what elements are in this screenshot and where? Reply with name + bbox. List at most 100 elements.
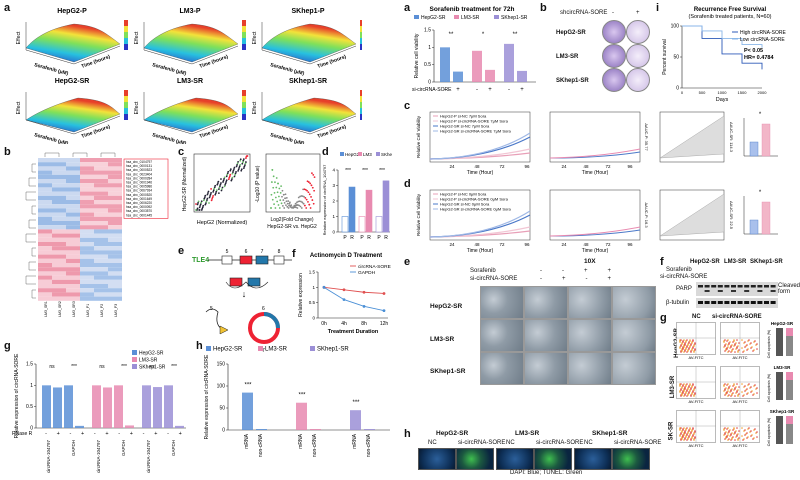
flow-event (723, 429, 725, 431)
heatmap-cell (80, 166, 94, 171)
y-tick-label: 1 (30, 383, 33, 389)
heatmap-cell (66, 292, 80, 297)
tunel-col-label: si-circRNA-SORE (536, 440, 584, 446)
flow-event (680, 427, 682, 429)
legend-label: GAPDH (358, 270, 376, 276)
legend-label: HepG2-SR si-circRNA-SORE 7μM Sora (440, 129, 512, 134)
x-tick-label: 4h (341, 321, 347, 327)
band-cleaved (717, 290, 723, 292)
treat-sign: - (444, 87, 446, 93)
band-parp (757, 285, 763, 288)
flow-event (741, 347, 743, 349)
legend-swatch (206, 346, 211, 351)
panel-label-c: c (178, 146, 185, 158)
scatter-point (236, 162, 239, 165)
scatter-point (227, 170, 230, 173)
scatter-point (234, 172, 237, 175)
heatmap-cell (66, 216, 80, 221)
flow-event (733, 384, 735, 386)
chart-title: Actinomycin D Treatment (310, 253, 382, 259)
flow-event (688, 430, 690, 432)
heatmap-cell (94, 162, 108, 167)
colorbar (242, 20, 246, 50)
heatmap-cell (80, 296, 94, 301)
volcano-point (276, 191, 279, 194)
volcano-point (307, 200, 309, 203)
heatmap-cell (52, 212, 66, 217)
heatmap-cell (66, 179, 80, 184)
flow-event (736, 339, 738, 341)
svg-text:7: 7 (262, 348, 265, 354)
flow-xlabel: AV-FITC (732, 399, 747, 404)
scatter-point (208, 196, 211, 199)
legend-label: HepG2-P si-NC 0μM Sora (440, 192, 487, 197)
flow-event (693, 395, 695, 397)
heatmap-cell (52, 179, 66, 184)
flow-event (738, 342, 740, 344)
panel-label-h2: h (404, 428, 411, 440)
axis-x (25, 119, 75, 135)
scatter-point (201, 206, 204, 209)
panel-label-h: h (196, 340, 203, 352)
bar (375, 216, 383, 233)
growth-curve (429, 132, 531, 160)
y-tick-label: 1.5 (424, 28, 431, 34)
auc-label: ΔAUC-P: 35.77 (644, 123, 649, 151)
svg-text:6: 6 (245, 249, 248, 255)
x-tick-label: mRNA (244, 433, 250, 448)
rnase-sign: + (154, 431, 157, 437)
heatmap-cell (38, 296, 52, 301)
heatmap-cell (108, 166, 122, 171)
treat-sign: - (476, 87, 478, 93)
heatmap-cell (94, 221, 108, 226)
heatmap-cell (108, 263, 122, 268)
volcano-point (272, 175, 275, 178)
heatmap-cell (94, 191, 108, 196)
surface-xlabel: Sorafenib (μM) (33, 62, 69, 77)
scatter-point (235, 165, 238, 168)
flow-event (724, 339, 726, 341)
flow-event (724, 394, 726, 396)
scatter-plot: HepG2 (Normalized) HepG2-SR (Normalized) (182, 153, 251, 226)
heatmap-cell (94, 183, 108, 188)
heatmap-cell (80, 292, 94, 297)
flow-event (736, 347, 738, 349)
y-tick-label: 0 (30, 426, 33, 432)
x-group-label: GAPDH (71, 440, 76, 456)
scatter-point (200, 200, 203, 203)
heatmap-col-label: LM3_P3 (114, 304, 118, 317)
volcano-point (278, 207, 281, 209)
heatmap-cell (80, 170, 94, 175)
magnification: 10X (584, 258, 596, 265)
flow-event (748, 427, 750, 429)
heatmap-cell (94, 179, 108, 184)
legend-swatch (454, 15, 459, 19)
tunel-image (574, 448, 612, 470)
flow-event (684, 438, 686, 440)
flow-event (686, 339, 688, 341)
heatmap-cell (66, 170, 80, 175)
stack-bar (786, 416, 793, 444)
flow-event (731, 350, 733, 352)
stack-segment (786, 416, 793, 424)
flow-event (694, 431, 696, 433)
flow-event (729, 347, 731, 349)
volcano-point (307, 181, 310, 183)
flow-event (686, 346, 688, 348)
legend-swatch (358, 152, 362, 156)
surface-title: LM3-P (180, 8, 201, 15)
tunel-col-label: NC (584, 440, 593, 446)
legend-swatch (132, 350, 137, 355)
colony-dish (626, 44, 650, 68)
colorbar-seg (124, 102, 128, 108)
bar (472, 50, 482, 82)
heatmap-cell (94, 204, 108, 209)
x-label: si-circRNA-SORE (412, 87, 452, 93)
flow-event (730, 434, 732, 436)
scatter-point (229, 173, 232, 176)
flow-event (748, 383, 750, 385)
flow-event (679, 341, 681, 343)
